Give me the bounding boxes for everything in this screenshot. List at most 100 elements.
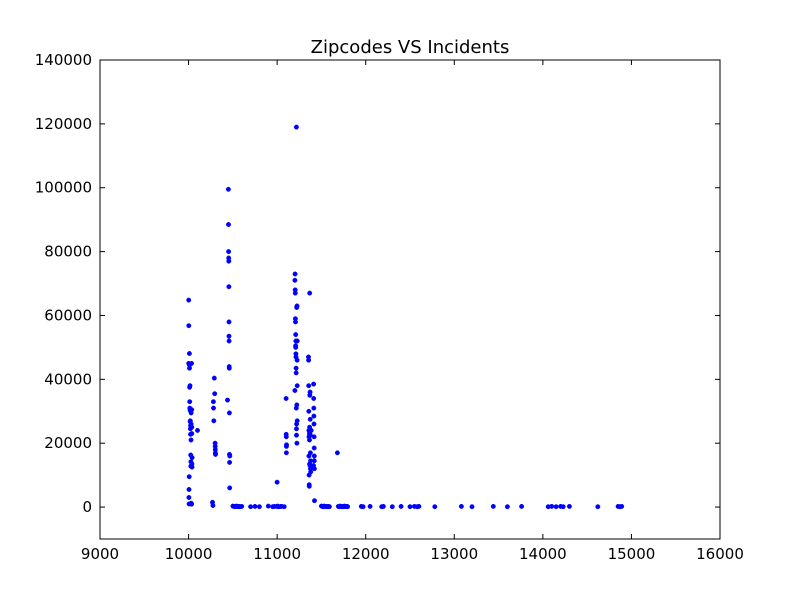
points-layer bbox=[186, 124, 625, 510]
data-point bbox=[294, 432, 299, 438]
data-point bbox=[311, 381, 317, 387]
data-point bbox=[519, 503, 525, 509]
data-point bbox=[469, 504, 475, 510]
data-point bbox=[187, 383, 193, 389]
data-point bbox=[213, 451, 218, 457]
y-tick-label: 100000 bbox=[35, 179, 92, 197]
data-point bbox=[311, 466, 317, 472]
data-point bbox=[265, 503, 271, 509]
data-point bbox=[186, 495, 192, 500]
data-point bbox=[560, 504, 566, 510]
data-point bbox=[292, 271, 298, 277]
data-point bbox=[504, 504, 510, 510]
data-point bbox=[187, 365, 192, 371]
data-point bbox=[306, 483, 312, 489]
data-point bbox=[294, 426, 299, 432]
data-point bbox=[210, 503, 216, 508]
data-point bbox=[490, 503, 496, 509]
data-point bbox=[226, 338, 232, 344]
data-point bbox=[294, 357, 300, 363]
data-point bbox=[292, 388, 298, 393]
data-point bbox=[226, 258, 232, 264]
data-point bbox=[458, 503, 464, 509]
data-point bbox=[189, 407, 195, 413]
data-point bbox=[293, 344, 299, 350]
data-point bbox=[326, 504, 332, 510]
data-point bbox=[226, 410, 232, 416]
data-point bbox=[225, 397, 230, 403]
data-point bbox=[292, 290, 298, 296]
data-point bbox=[226, 333, 232, 339]
data-point bbox=[226, 249, 232, 255]
data-point bbox=[186, 297, 192, 303]
data-point bbox=[256, 504, 262, 510]
data-point bbox=[566, 503, 572, 509]
data-point bbox=[308, 427, 314, 433]
x-tick-label: 10000 bbox=[165, 545, 213, 563]
data-point bbox=[416, 503, 422, 509]
y-tick-label: 60000 bbox=[44, 306, 92, 324]
data-point bbox=[389, 504, 395, 510]
data-point bbox=[195, 427, 200, 433]
data-point bbox=[278, 503, 284, 509]
data-point bbox=[294, 338, 300, 344]
data-point bbox=[311, 458, 317, 464]
x-tick-label: 16000 bbox=[696, 545, 744, 563]
data-point bbox=[211, 375, 217, 381]
data-point bbox=[225, 186, 231, 192]
data-point bbox=[239, 503, 245, 509]
data-point bbox=[227, 459, 233, 465]
y-tick-label: 140000 bbox=[35, 51, 92, 69]
data-point bbox=[294, 402, 300, 408]
data-point bbox=[294, 303, 300, 309]
data-point bbox=[293, 370, 299, 376]
data-point bbox=[306, 357, 312, 363]
data-point bbox=[380, 503, 386, 509]
data-point bbox=[311, 421, 317, 427]
x-tick-label: 15000 bbox=[608, 545, 656, 563]
data-point bbox=[226, 365, 232, 371]
data-point bbox=[226, 222, 231, 227]
data-point bbox=[227, 453, 233, 459]
data-point bbox=[311, 396, 317, 401]
plot-area-frame bbox=[99, 59, 721, 540]
data-point bbox=[307, 416, 313, 422]
data-point bbox=[186, 487, 192, 492]
data-point bbox=[189, 424, 195, 430]
y-tick-label: 40000 bbox=[44, 370, 92, 388]
data-point bbox=[398, 503, 404, 509]
data-point bbox=[345, 504, 351, 510]
data-point bbox=[294, 383, 300, 389]
data-point bbox=[312, 498, 317, 504]
data-point bbox=[186, 323, 192, 329]
y-tick-label: 80000 bbox=[44, 243, 92, 261]
x-tick-label: 11000 bbox=[253, 545, 301, 563]
data-point bbox=[549, 503, 555, 509]
data-point bbox=[367, 503, 373, 509]
data-point bbox=[292, 277, 298, 283]
data-point bbox=[226, 284, 232, 290]
data-point bbox=[553, 504, 559, 510]
data-point bbox=[283, 450, 289, 456]
data-point bbox=[274, 479, 280, 485]
data-point bbox=[294, 440, 300, 446]
data-point bbox=[293, 332, 299, 338]
x-tick-label: 9000 bbox=[81, 545, 119, 563]
data-point bbox=[283, 396, 289, 401]
data-point bbox=[294, 418, 300, 424]
data-point bbox=[189, 431, 195, 437]
data-point bbox=[210, 399, 216, 405]
y-tick-label: 20000 bbox=[44, 434, 92, 452]
data-point bbox=[189, 501, 194, 507]
data-point bbox=[187, 399, 193, 405]
data-point bbox=[407, 504, 413, 510]
data-point bbox=[619, 503, 625, 509]
data-point bbox=[311, 413, 317, 419]
data-point bbox=[360, 504, 366, 510]
x-tick-label: 14000 bbox=[519, 545, 567, 563]
data-point bbox=[283, 434, 289, 440]
data-point bbox=[186, 351, 192, 356]
data-point bbox=[307, 290, 313, 296]
